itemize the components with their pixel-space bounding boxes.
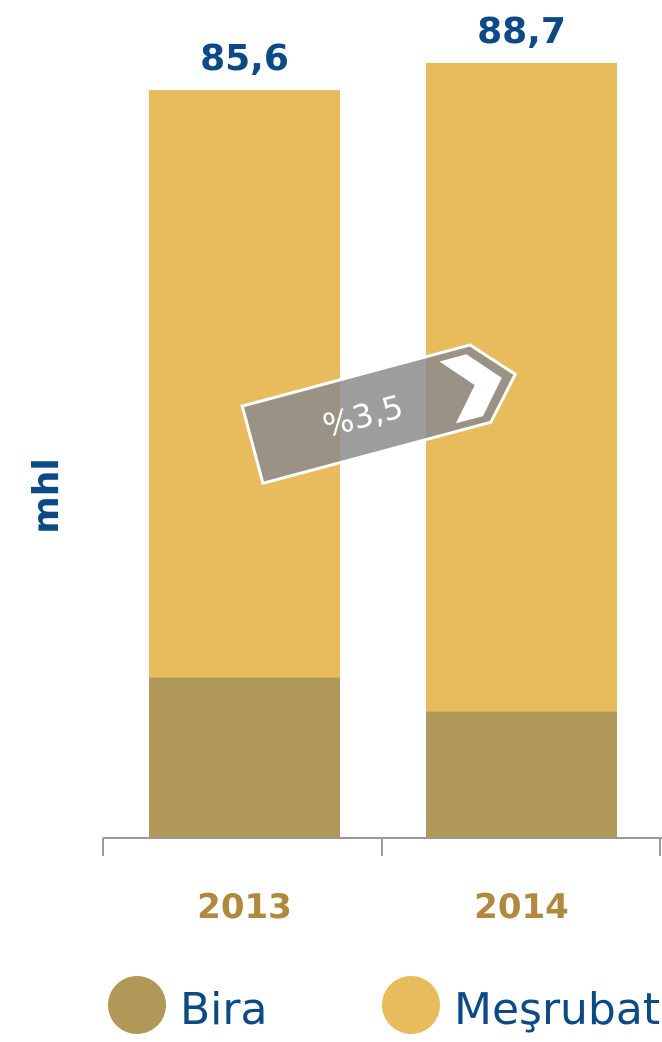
bar-2013-series-0 — [149, 677, 340, 838]
growth-badge: %3,5 — [240, 343, 518, 486]
x-axis — [102, 837, 662, 856]
legend-swatch-mesrubat — [382, 976, 440, 1034]
bar-2014-series-0 — [426, 711, 617, 838]
y-axis-label: mhl — [26, 458, 67, 533]
legend-swatch-bira — [108, 976, 166, 1034]
legend-label-bira: Bira — [180, 984, 267, 1035]
legend: Bira Meşrubat — [108, 976, 660, 1035]
bar-total-label-2014: 88,7 — [477, 11, 566, 52]
bar-total-label-2013: 85,6 — [200, 38, 289, 79]
bars — [149, 63, 617, 838]
x-tick-label-2013: 2013 — [197, 887, 292, 927]
bar-total-labels: 85,6 88,7 — [200, 11, 566, 79]
bar-2013-series-1 — [149, 90, 340, 678]
x-tick-labels: 2013 2014 — [197, 887, 569, 927]
growth-badge-shape — [240, 343, 518, 486]
legend-label-mesrubat: Meşrubat — [454, 984, 660, 1035]
chevron-right-icon — [439, 354, 502, 424]
x-tick-label-2014: 2014 — [474, 887, 569, 927]
